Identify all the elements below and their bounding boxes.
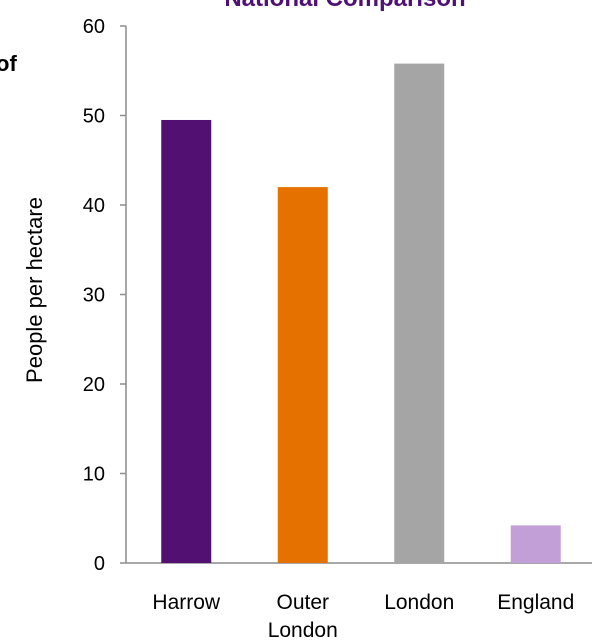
left-edge-text-fragment: of (0, 51, 17, 76)
bar-outer-london (277, 187, 328, 563)
y-axis-label: People per hectare (22, 197, 47, 383)
x-category-label: London (268, 619, 338, 640)
y-tick-label: 30 (83, 285, 105, 307)
bar-harrow (161, 119, 212, 563)
y-tick-label: 20 (83, 374, 105, 396)
y-tick-label: 10 (83, 464, 105, 486)
x-category-label: London (384, 591, 454, 614)
chart-title: National Comparison (224, 0, 465, 12)
x-axis-labels: Harrow Outer London London England (152, 591, 574, 640)
x-category-label: Harrow (152, 591, 221, 614)
bar-england (510, 525, 561, 563)
bar-london (394, 63, 445, 564)
y-tick-label: 40 (83, 195, 105, 217)
bars (161, 63, 561, 564)
y-tick-label: 50 (83, 106, 105, 128)
y-axis-ticks: 0 10 20 30 40 50 60 (83, 16, 126, 575)
x-category-label: Outer (276, 591, 329, 614)
y-tick-label: 0 (94, 553, 105, 575)
x-category-label: England (497, 591, 574, 614)
y-tick-label: 60 (83, 16, 105, 38)
